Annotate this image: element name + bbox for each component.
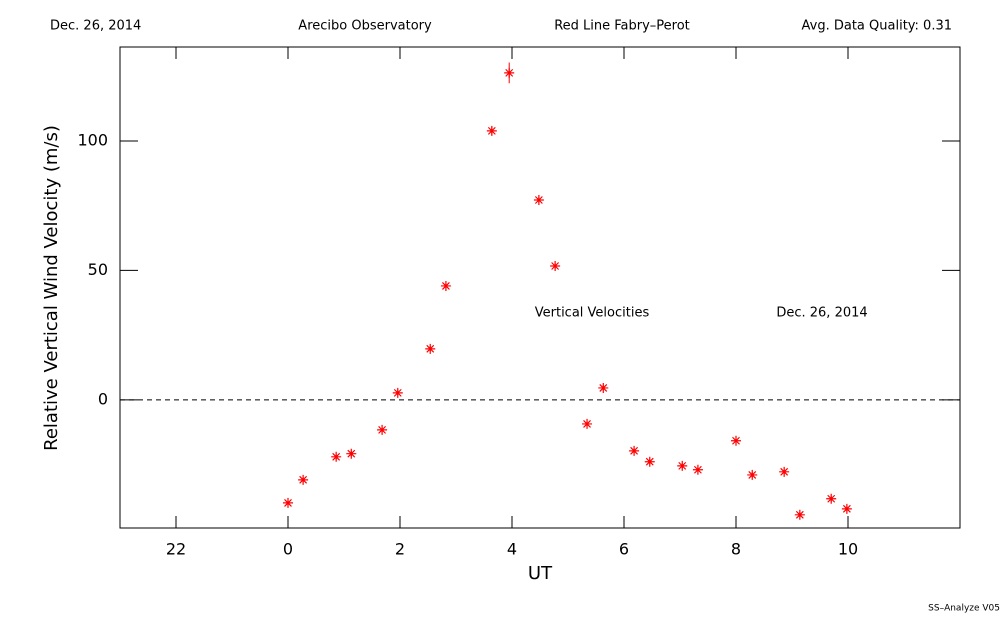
point [826, 493, 837, 504]
point [731, 435, 741, 446]
point [692, 464, 703, 475]
y-axis-label: Relative Vertical Wind Velocity (m/s) [41, 125, 62, 451]
plot-frame [119, 46, 961, 529]
point [677, 460, 688, 471]
header-date: Dec. 26, 2014 [50, 19, 141, 34]
x-tick-label: 6 [619, 540, 629, 559]
x-tick-label: 2 [395, 540, 405, 559]
annotation: Vertical Velocities [535, 306, 650, 321]
footer: SS–Analyze V05 [928, 604, 1000, 614]
point [283, 497, 293, 508]
point [504, 67, 515, 78]
point [841, 503, 852, 514]
header-instrument: Red Line Fabry–Perot [554, 19, 690, 34]
point [598, 382, 609, 393]
x-tick-label: 0 [283, 540, 293, 559]
point [779, 466, 790, 477]
y-tick-label: 50 [88, 260, 108, 279]
point [346, 448, 357, 459]
annotation: Dec. 26, 2014 [776, 306, 867, 321]
header-quality: Avg. Data Quality: 0.31 [802, 19, 952, 34]
point [440, 280, 451, 291]
y-tick-label: 100 [77, 130, 108, 149]
point [392, 387, 403, 398]
header-site: Arecibo Observatory [298, 19, 432, 34]
y-tick-label: 0 [98, 389, 108, 408]
point [629, 445, 640, 456]
point [644, 456, 655, 467]
point [331, 451, 342, 462]
point [298, 474, 309, 485]
point [486, 125, 497, 136]
point [794, 509, 805, 520]
point [377, 424, 388, 435]
x-tick-label: 10 [838, 540, 858, 559]
point [425, 343, 436, 354]
x-axis-label: UT [528, 563, 553, 584]
point [582, 418, 593, 429]
x-tick-label: 4 [507, 540, 517, 559]
point [533, 194, 544, 205]
point [747, 469, 758, 480]
x-tick-label: 8 [731, 540, 741, 559]
x-tick-label: 22 [166, 540, 186, 559]
point [550, 261, 561, 272]
